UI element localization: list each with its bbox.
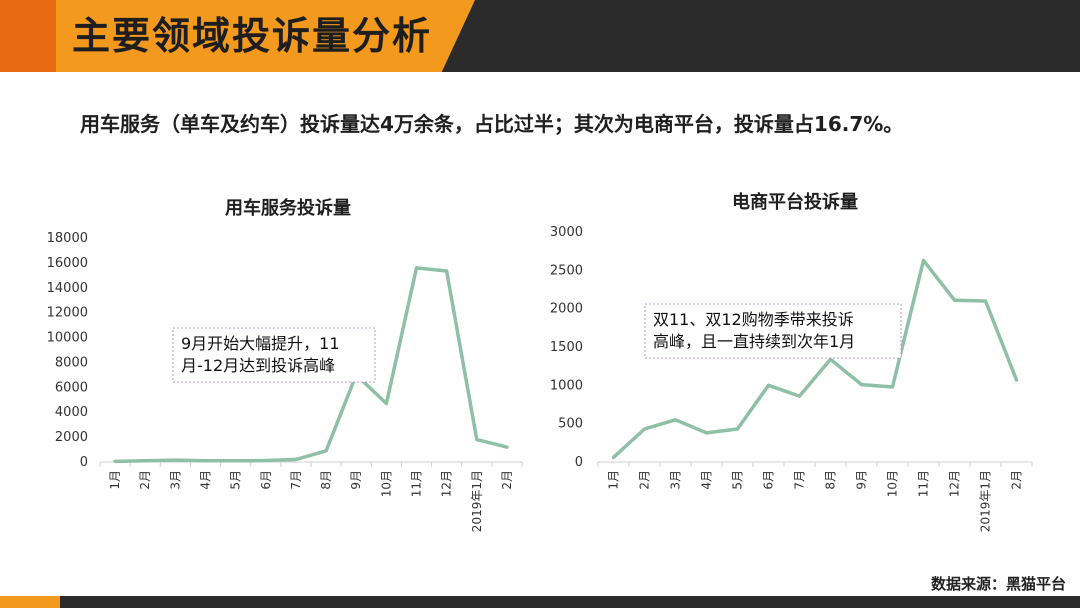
chart2-y-tick-label: 1500: [550, 340, 583, 355]
chart1-y-tick-label: 10000: [47, 331, 88, 346]
chart1-data-point: [264, 458, 268, 463]
chart2-x-tick-label: 5月: [731, 470, 745, 490]
chart1-x-tick-label: 2月: [500, 470, 514, 490]
chart1-data-point: [234, 459, 238, 463]
chart1-annotation-text: 月-12月达到投诉高峰: [181, 356, 335, 375]
chart1-y-tick-label: 14000: [47, 281, 88, 296]
chart2-x-tick-label: 12月: [948, 470, 962, 497]
chart2-x-tick-label: 3月: [669, 470, 683, 490]
chart2-y-tick-label: 2500: [550, 263, 583, 278]
chart2-x-tick-label: 2月: [1010, 470, 1024, 490]
chart2-data-point: [890, 385, 895, 389]
chart2-annotation-text: 高峰，且一直持续到次年1月: [653, 332, 855, 351]
chart1-y-tick-label: 4000: [55, 405, 88, 420]
chart1-y-tick-label: 12000: [47, 306, 88, 321]
chart2-y-tick-label: 500: [558, 417, 583, 432]
chart1-data-point: [143, 459, 147, 463]
chart1-x-tick-label: 8月: [319, 470, 333, 490]
chart2-x-tick-label: 9月: [855, 470, 869, 490]
chart2-x-tick-label: 4月: [700, 470, 714, 490]
header-accent-stripe: [0, 0, 56, 72]
chart1-annotation-box: [172, 327, 376, 383]
chart1-x-tick-label: 1月: [108, 470, 122, 490]
chart2-y-tick-label: 1000: [550, 378, 583, 393]
chart1-x-tick-label: 9月: [349, 470, 363, 490]
chart1-data-point: [113, 459, 117, 463]
chart1-data-point: [475, 438, 479, 442]
chart1-data-point: [414, 266, 419, 270]
headline-text: 用车服务（单车及约车）投诉量达4万余条，占比过半；其次为电商平台，投诉量占16.…: [80, 112, 904, 136]
chart2-x-tick-label: 6月: [762, 470, 776, 490]
chart2-data-point: [797, 394, 802, 398]
chart2-y-tick-label: 2000: [550, 302, 583, 317]
chart1-y-tick-label: 18000: [47, 231, 88, 246]
chart2-data-point: [859, 382, 864, 387]
chart2-data-point: [952, 298, 957, 302]
chart2-data-point: [673, 418, 678, 422]
chart1-y-tick-label: 8000: [55, 355, 88, 370]
chart2-series-line: [611, 258, 1019, 460]
chart1-data-point: [324, 449, 328, 453]
chart1-x-tick-label: 12月: [440, 470, 454, 497]
page-title: 主要领域投诉量分析: [72, 14, 433, 58]
chart1-series-line: [113, 266, 509, 464]
chart2-x-tick-label: 1月: [607, 470, 621, 490]
chart1-x-tick-label: 4月: [199, 470, 213, 490]
chart1-x-tick-label: 3月: [168, 470, 182, 490]
chart2-data-point: [642, 427, 647, 431]
chart1-data-point: [173, 458, 177, 462]
chart2-x-tick-label: 10月: [886, 470, 900, 497]
chart1-y-tick-label: 0: [80, 455, 88, 470]
chart1-x-tick-label: 6月: [259, 470, 273, 490]
chart2-annotation-box: [644, 303, 902, 359]
chart1-x-tick-label: 5月: [229, 470, 243, 490]
chart2-title: 电商平台投诉量: [732, 191, 858, 213]
chart1-x-tick-label: 2月: [138, 470, 152, 490]
chart1-x-tick-label: 7月: [289, 470, 303, 490]
chart2-x-tick-label: 11月: [917, 470, 931, 497]
chart1-data-point: [505, 445, 509, 449]
chart1-x-tick-label: 11月: [410, 470, 424, 497]
chart1-y-tick-label: 2000: [55, 430, 88, 445]
chart2-x-tick-label: 2月: [638, 470, 652, 490]
chart1-data-point: [294, 457, 298, 462]
chart2-data-point: [704, 431, 709, 435]
chart1-y-tick-label: 16000: [47, 256, 88, 271]
chart2-x-tick-label: 8月: [824, 470, 838, 490]
chart1-data-point: [384, 401, 388, 406]
footer-accent: [0, 596, 60, 608]
chart2-y-tick-label: 3000: [550, 225, 583, 240]
chart1-annotation-text: 9月开始大幅提升，11: [181, 334, 340, 353]
chart1-y-tick-label: 6000: [55, 380, 88, 395]
chart2-data-point: [1014, 378, 1019, 382]
chart1-data-point: [203, 459, 208, 463]
chart2-data-point: [611, 455, 616, 459]
chart1-data-point: [445, 269, 449, 273]
chart2-data-point: [921, 258, 926, 262]
chart2-data-point: [983, 299, 988, 303]
chart1-x-tick-label: 10月: [379, 470, 393, 497]
chart2-data-point: [766, 383, 771, 387]
chart2-data-point: [735, 427, 740, 431]
header-accent-shape: [0, 0, 475, 72]
chart2-annotation-text: 双11、双12购物季带来投诉: [653, 310, 854, 329]
chart2-y-tick-label: 0: [575, 455, 583, 470]
chart2-x-tick-label: 2019年1月: [979, 470, 993, 532]
data-source-note: 数据来源：黑猫平台: [930, 575, 1066, 593]
chart2-x-tick-label: 7月: [793, 470, 807, 490]
footer-bar: [0, 596, 1080, 608]
chart1-x-tick-label: 2019年1月: [470, 470, 484, 532]
chart1-title: 用车服务投诉量: [225, 197, 351, 219]
